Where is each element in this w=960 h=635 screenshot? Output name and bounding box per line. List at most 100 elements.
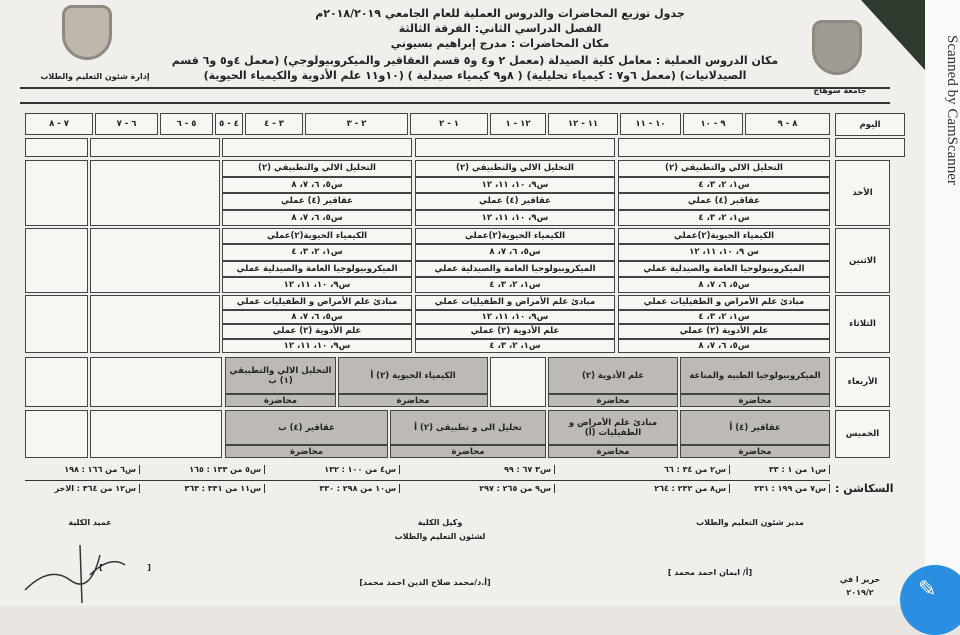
dept-name: إدارة شئون التعليم والطلاب: [40, 72, 150, 81]
blank-cell: [25, 160, 88, 226]
section-range: س٥ من ١٣٣ : ١٦٥: [145, 465, 265, 474]
day-label: الثلاثاء: [835, 295, 890, 353]
lecture-type: محاضرة: [680, 394, 830, 407]
day-label: الأحد: [835, 160, 890, 226]
lecture-type: محاضرة: [225, 394, 336, 407]
course-name: الكيمياء الحيوية(٢)عملي: [415, 228, 615, 245]
section-groups: س٥، ٦، ٧، ٨: [222, 209, 412, 226]
time-header: ١١ - ١٢: [548, 113, 618, 135]
lecture-course: علم الأدوية (٢): [548, 357, 678, 394]
director-name: [أ/ ايمان احمد محمد ]: [667, 568, 753, 577]
date: ٢٠١٩/٢: [846, 588, 874, 597]
time-header: ٦ - ٧: [95, 113, 158, 135]
course-name: علم الأدوية (٢) عملي: [618, 324, 830, 339]
blank-cell: [222, 138, 412, 157]
time-header: ٧ - ٨: [25, 113, 93, 135]
pencil-icon: ✎: [918, 577, 937, 602]
blank-cell: [25, 138, 88, 157]
course-name: الكيمياء الحيوية(٢)عملي: [222, 228, 412, 245]
section-groups: س١، ٢، ٣، ٤: [415, 338, 615, 353]
time-header: ١٢ - ١: [490, 113, 546, 135]
written-on: حرير ا في: [839, 575, 881, 584]
section-range: س٦ من ١٦٦ : ١٩٨: [25, 465, 140, 474]
university-name: جامعة سوهاج: [813, 86, 867, 95]
time-header: ٥ - ٦: [160, 113, 213, 135]
director-title: مدير شئون التعليم والطلاب: [696, 518, 804, 527]
course-name: الميكروبيولوجيا العامة والصيدلية عملي: [415, 260, 615, 277]
blank-cell: [25, 228, 88, 293]
section-groups: س٥، ٦، ٧، ٨: [415, 244, 615, 261]
section-range: س٣ ٦٧ : ٩٩: [405, 465, 555, 474]
lecture-type: محاضرة: [390, 445, 546, 458]
blank-cell: [90, 160, 220, 226]
section-range: س٤ من ١٠٠ : ١٣٢: [270, 465, 400, 474]
section-groups: س٩، ١٠، ١١، ١٢: [222, 338, 412, 353]
section-groups: س٥، ٦، ٧، ٨: [222, 309, 412, 324]
lab-place-2: الصيدلانيات) (معمل ٦و٧ : كيمياء تحليلية)…: [203, 69, 747, 82]
lab-place-1: مكان الدروس العملية : معامل كلية الصيدلة…: [171, 54, 779, 67]
course-name: عقاقير (٤) عملي: [415, 193, 615, 210]
lecture-course: الكيمياء الحيوية (٢) أ: [338, 357, 488, 394]
lecture-course: التحليل الالي والتطبيقي (١) ب: [225, 357, 336, 394]
lecture-type: محاضرة: [680, 445, 830, 458]
section-groups: س٩، ١٠، ١١، ١٢: [415, 309, 615, 324]
section-range: س١ من ١ : ٣٣: [735, 465, 830, 474]
divider: [25, 480, 830, 481]
lecture-type: محاضرة: [338, 394, 488, 407]
course-name: الكيمياء الحيوية(٢)عملي: [618, 228, 830, 245]
dean-brackets: [ ]: [99, 563, 151, 572]
lecture-type: محاضرة: [548, 394, 678, 407]
blank-cell: [25, 357, 88, 407]
blank-cell: [490, 357, 546, 407]
university-logo: [812, 20, 862, 75]
lecture-course: عقاقير (٤) أ: [680, 410, 830, 445]
course-name: الميكروبيولوجيا العامة والصيدلية عملي: [222, 260, 412, 277]
section-groups: س٥، ٦، ٧، ٨: [618, 338, 830, 353]
lecture-course: تحليل الى و تطبيقى (٢) أ: [390, 410, 546, 445]
section-groups: س٩، ١٠، ١١، ١٢: [415, 209, 615, 226]
blank-cell: [415, 138, 615, 157]
lecture-course: مبادئ علم الأمراض و الطفيليات (أ): [548, 410, 678, 445]
semester: الفصل الدراسي الثاني: الفرقة الثالثة: [398, 22, 602, 35]
section-range: س١١ من ٣٣١ : ٣٦٣: [145, 484, 265, 493]
course-name: مبادئ علم الأمراض و الطفيليات عملي: [222, 295, 412, 310]
course-name: علم الأدوية (٢) عملي: [222, 324, 412, 339]
section-groups: س١، ٢، ٣، ٤: [618, 309, 830, 324]
section-range: س٢ من ٣٤ : ٦٦: [560, 465, 730, 474]
blank-cell: [90, 295, 220, 353]
section-groups: س٥، ٦، ٧، ٨: [618, 276, 830, 293]
blank-cell: [618, 138, 830, 157]
signature: [24, 544, 126, 604]
course-name: التحليل الالي والتطبيقي (٢): [415, 160, 615, 177]
course-name: عقاقير (٤) عملي: [618, 193, 830, 210]
lecture-course: الميكروبيولوجيا الطبيه والمناعة: [680, 357, 830, 394]
vice-title: وكيل الكلية: [417, 518, 463, 527]
section-groups: س٩، ١٠، ١١، ١٢: [222, 276, 412, 293]
section-groups: س١، ٢، ٣، ٤: [618, 209, 830, 226]
divider: [20, 87, 890, 89]
section-range: س٩ من ٢٦٥ : ٢٩٧: [405, 484, 555, 493]
blank-cell: [90, 228, 220, 293]
lecture-course: عقاقير (٤) ب: [225, 410, 388, 445]
blank-cell: [835, 138, 905, 157]
time-header: ٤ - ٥: [215, 113, 243, 135]
sections-label: السكاشن :: [835, 482, 894, 495]
day-header: اليوم: [835, 113, 905, 136]
edit-button[interactable]: ✎: [900, 565, 960, 635]
time-header: ١٠ - ١١: [620, 113, 681, 135]
dean-title: عميد الكلية: [68, 518, 112, 527]
section-groups: س٥، ٦، ٧، ٨: [222, 176, 412, 193]
time-header: ٣ - ٤: [245, 113, 303, 135]
time-header: ١ - ٢: [410, 113, 488, 135]
lecture-place: مكان المحاضرات : مدرج إبراهيم بسيوني: [390, 37, 610, 50]
section-groups: س ٩، ١٠، ١١، ١٢: [618, 244, 830, 261]
day-label: الأربعاء: [835, 357, 890, 407]
blank-cell: [90, 357, 222, 407]
day-label: الخميس: [835, 410, 890, 458]
lecture-type: محاضرة: [225, 445, 388, 458]
watermark: Scanned by CamScanner: [944, 35, 960, 185]
lecture-type: محاضرة: [548, 445, 678, 458]
section-groups: س١، ٢، ٣، ٤: [222, 244, 412, 261]
time-header: ٢ - ٣: [305, 113, 408, 135]
course-name: علم الأدوية (٢) عملي: [415, 324, 615, 339]
